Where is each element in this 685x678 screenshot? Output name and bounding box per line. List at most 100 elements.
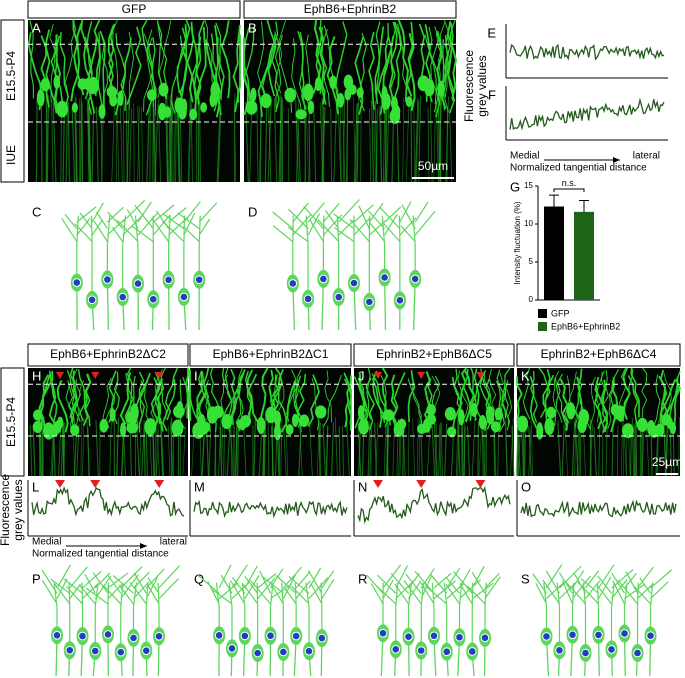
nucleus [164, 275, 173, 285]
nucleus [291, 631, 301, 641]
process [249, 105, 253, 183]
process [410, 100, 413, 183]
soma [109, 95, 117, 107]
soma [256, 416, 266, 435]
dendrite [319, 19, 328, 95]
y-axis-label: Fluorescence [0, 474, 12, 546]
dendrite [259, 367, 269, 421]
soma [437, 80, 445, 97]
process [136, 423, 140, 477]
process [267, 421, 270, 477]
header-box [353, 343, 515, 367]
process [457, 417, 460, 477]
nucleus [253, 648, 262, 658]
dendrite [291, 38, 303, 117]
process [504, 418, 508, 477]
soma [566, 402, 576, 420]
soma [669, 422, 677, 435]
dendrite [246, 369, 259, 423]
process [331, 422, 335, 477]
arrowhead [374, 372, 382, 379]
soma [210, 81, 220, 100]
process [339, 103, 342, 183]
process [168, 107, 171, 183]
process [598, 422, 601, 477]
panel-letter: J [358, 368, 365, 383]
soma [315, 405, 327, 419]
dendrite [530, 370, 538, 424]
soma [221, 414, 233, 430]
process [278, 100, 282, 183]
soma [106, 86, 118, 98]
soma [163, 106, 172, 118]
nucleus [288, 279, 298, 288]
process [35, 99, 38, 183]
dendrite [428, 26, 441, 105]
process [208, 426, 212, 477]
process [633, 424, 636, 477]
dendrite [59, 31, 69, 110]
process [557, 420, 562, 477]
soma [299, 414, 310, 427]
process [122, 101, 125, 183]
process [678, 417, 680, 477]
nucleus [455, 632, 464, 642]
process [262, 423, 265, 477]
process [322, 423, 326, 477]
panel-letter: F [488, 87, 496, 102]
panel-letter: O [521, 479, 531, 494]
nucleus [303, 294, 313, 304]
process [505, 423, 508, 477]
soma [622, 423, 634, 439]
process [188, 93, 192, 183]
process [141, 106, 144, 183]
x-axis-end: lateral [160, 537, 187, 548]
panel-letter: I [194, 368, 198, 383]
dendrite [333, 204, 374, 284]
arrowhead [55, 480, 65, 488]
dendrite [311, 378, 320, 431]
process [665, 420, 669, 477]
dendrite [307, 570, 335, 639]
dendrite [261, 21, 279, 100]
nucleus [395, 296, 405, 305]
process [481, 422, 484, 477]
nucleus [214, 631, 224, 640]
process [337, 103, 342, 183]
legend-swatch [538, 322, 547, 331]
panel-letter: E [487, 25, 496, 40]
process [299, 422, 303, 477]
dendrite [221, 367, 233, 419]
dendrite [116, 201, 158, 284]
process [369, 108, 372, 183]
process [440, 422, 443, 477]
process [418, 95, 422, 183]
process [383, 424, 387, 477]
soma [302, 83, 314, 102]
soma [88, 76, 99, 95]
trace [509, 97, 665, 131]
soma [43, 422, 55, 440]
nucleus [607, 645, 616, 654]
dendrite [49, 24, 56, 102]
process [58, 426, 62, 477]
process [330, 107, 332, 183]
dendrite [322, 374, 342, 428]
process [283, 425, 287, 477]
nucleus [416, 646, 426, 655]
nucleus [467, 647, 477, 656]
nucleus [87, 295, 97, 305]
process [371, 100, 375, 183]
dendrite [244, 370, 253, 424]
process [342, 96, 346, 183]
soma [36, 89, 45, 107]
dendrite [197, 564, 239, 636]
process [139, 418, 142, 477]
dendrite [196, 367, 210, 419]
dendrite [293, 369, 302, 422]
process [226, 424, 231, 477]
dendrite [554, 376, 569, 430]
dendrite [317, 199, 360, 298]
process [285, 416, 289, 477]
process [146, 104, 150, 183]
